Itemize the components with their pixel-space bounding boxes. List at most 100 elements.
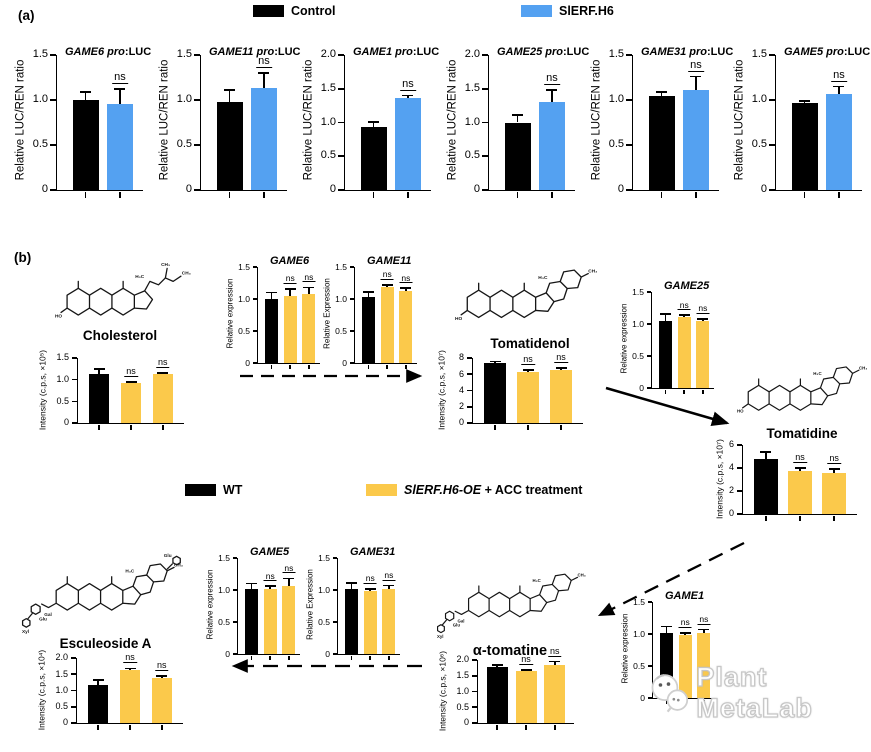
y-tick (647, 633, 652, 635)
y-tick-label: 0 (639, 382, 644, 393)
chart-title-gene: GAME11 (367, 255, 412, 267)
svg-text:CH₃: CH₃ (578, 573, 586, 578)
y-tick (349, 266, 354, 268)
x-tick (228, 191, 231, 198)
wt-swatch (185, 484, 216, 496)
svg-text:Glu: Glu (453, 622, 461, 627)
svg-text:CH₃: CH₃ (588, 269, 597, 275)
bar-wt (362, 297, 376, 363)
x-tick (250, 655, 253, 660)
svg-text:H₃C: H₃C (533, 578, 541, 583)
error-bar-cap (266, 291, 278, 294)
y-tick-label: 0 (458, 417, 464, 428)
y-tick (194, 99, 201, 101)
error-bar (386, 284, 389, 288)
chart-title-suffix: :LUC (412, 46, 440, 58)
significance-label: ns (548, 645, 562, 657)
legend-item-control: Control (253, 4, 335, 18)
chart-game31-expression: 0 0.5 1.0 1.5 ns ns Relative Expression GAME31 (298, 544, 408, 672)
y-tick-label: 8 (458, 352, 464, 363)
x-tick (97, 724, 99, 730)
alpha-tomatine-label: α-tomatine (472, 643, 548, 659)
y-tick-label: 1.0 (176, 93, 192, 106)
y-tick-label: 0.5 (632, 350, 644, 361)
y-tick-label: 0.5 (176, 138, 192, 151)
y-tick-label: 1.5 (176, 48, 192, 61)
y-tick-label: 1.0 (335, 293, 347, 304)
error-bar-cap (80, 91, 92, 93)
legend-item-sierf-h6: SlERF.H6 (521, 4, 614, 18)
error-bar-cap (157, 371, 169, 374)
bar-control (72, 100, 99, 190)
figure-canvas: (a) Control SlERF.H6 0 0.5 1.0 1.5 ns Relativ… (14, 4, 870, 731)
error-bar-cap (661, 625, 673, 628)
svg-text:HO: HO (55, 314, 62, 320)
y-tick-label: 1.0 (238, 293, 250, 304)
plot-area (336, 558, 400, 655)
pathway-arrow-tomatidenol-to-tomatidine (605, 386, 730, 427)
error-bar (350, 582, 353, 589)
y-tick (232, 557, 237, 559)
y-tick (482, 54, 489, 56)
error-bar (308, 287, 310, 294)
error-bar-cap (92, 679, 104, 681)
significance-label: ns (554, 352, 568, 364)
y-tick (471, 722, 477, 724)
y-tick (194, 189, 201, 191)
significance-label: ns (544, 72, 560, 86)
error-bar-cap (697, 318, 709, 320)
y-tick (471, 674, 477, 677)
error-bar-cap (258, 72, 270, 74)
svg-text:Xyl: Xyl (437, 634, 444, 639)
bar-wt (245, 588, 259, 654)
y-tick (646, 387, 651, 389)
bar-slerf-h6-oe-acc-treatment (696, 321, 710, 388)
bar-wt (486, 666, 508, 723)
chart-title-suffix: :LUC (124, 46, 152, 58)
y-tick (769, 54, 776, 56)
bar-wt (484, 362, 506, 423)
x-tick (664, 389, 667, 394)
error-bar-cap (93, 368, 105, 371)
y-tick (194, 54, 201, 56)
y-tick (349, 362, 354, 364)
y-tick-label: 0.5 (320, 149, 336, 162)
bar-slerf-h6-oe-acc-treatment (550, 370, 572, 423)
significance-label: ns (696, 303, 710, 314)
y-tick-label: 1.0 (218, 584, 230, 595)
y-tick (70, 689, 76, 692)
error-bar-cap (368, 121, 380, 123)
cholesterol-label: Cholesterol (82, 328, 158, 343)
x-tick (386, 364, 389, 369)
chart-title-gene: GAME6 (270, 255, 310, 267)
chart-tomatidenol-intensity: 0 2 4 6 8 ns ns Intensity (c.p.s, ×10⁷) (432, 340, 592, 440)
chart-title-gene: GAME1 pro (353, 46, 413, 58)
y-tick-label: 0.5 (56, 395, 69, 406)
y-tick (466, 405, 472, 408)
significance-label: ns (256, 55, 272, 68)
x-tick (129, 724, 131, 730)
bar-slerf-h6-oe-acc-treatment (283, 296, 297, 363)
bar-slerf-h6 (250, 88, 277, 190)
error-bar-cap (698, 628, 710, 631)
error-bar (269, 586, 272, 589)
error-bar-cap (346, 582, 358, 584)
error-bar-cap (546, 89, 558, 91)
tomatidine-structure: HO CH₃ H₃C (737, 350, 867, 424)
y-tick-label: 1.0 (456, 685, 469, 696)
y-tick (50, 99, 57, 101)
bar-slerf-h6-oe-acc-treatment (678, 635, 692, 698)
significance-label: ns (380, 269, 394, 280)
y-tick (332, 621, 337, 623)
y-tick (626, 189, 633, 191)
chart-title-gene: GAME11 pro (209, 46, 275, 58)
y-tick (338, 54, 345, 56)
y-tick (646, 355, 651, 357)
plot-area (488, 55, 576, 191)
y-tick (252, 330, 257, 332)
error-bar (799, 468, 801, 472)
bar-slerf-h6 (825, 93, 852, 190)
y-axis-label: Relative expression (225, 278, 235, 349)
plot-area (75, 658, 183, 724)
svg-text:CH₃: CH₃ (161, 262, 170, 268)
